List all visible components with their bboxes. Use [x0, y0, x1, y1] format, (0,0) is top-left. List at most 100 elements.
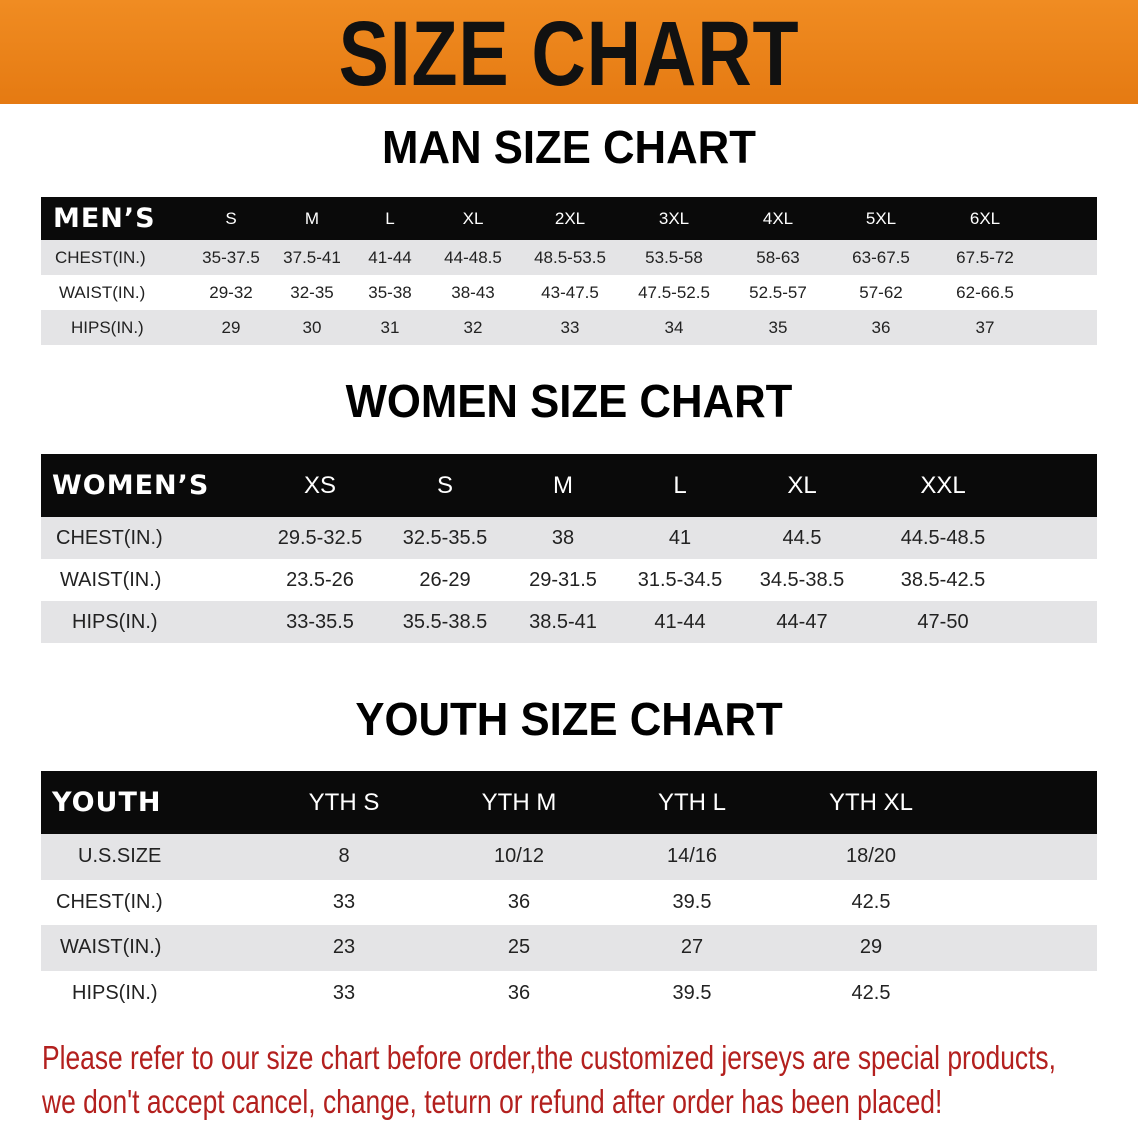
table-cell: 29.5-32.5: [277, 526, 363, 549]
table-cell: 41-44: [368, 247, 412, 267]
table-cell: 27: [680, 936, 704, 959]
table-cell: 39.5: [672, 890, 712, 913]
row-label: HIPS(IN.): [72, 610, 158, 633]
table-cell: 29-32: [209, 282, 253, 302]
table-cell: 44-47: [776, 610, 828, 633]
size-column-header: 6XL: [969, 208, 1001, 228]
table-cell: 42.5: [851, 981, 891, 1004]
order-notice: Please refer to our size chart before or…: [42, 1036, 1138, 1124]
table-cell: 33-35.5: [286, 610, 354, 633]
table-cell: 44.5-48.5: [900, 526, 986, 549]
table-cell: 41-44: [654, 610, 706, 633]
size-column-header: YTH XL: [828, 788, 914, 816]
banner: SIZE CHART: [0, 0, 1138, 105]
table-cell: 37: [975, 317, 995, 337]
women-header-row: WOMEN’S XS S M L XL XXL: [41, 454, 1097, 517]
table-cell: 32-35: [290, 282, 334, 302]
table-cell: 39.5: [672, 981, 712, 1004]
size-column-header: M: [304, 208, 320, 228]
youth-section-title: YOUTH SIZE CHART: [355, 693, 783, 745]
row-label: HIPS(IN.): [72, 981, 158, 1004]
youth-header-row: YOUTH YTH S YTH M YTH L YTH XL: [41, 771, 1097, 834]
table-cell: 67.5-72: [956, 247, 1014, 267]
youth-header-label: YOUTH: [52, 787, 162, 818]
table-cell: 18/20: [845, 845, 897, 868]
table-cell: 38-43: [451, 282, 495, 302]
row-label: CHEST(IN.): [55, 247, 146, 267]
table-cell: 62-66.5: [956, 282, 1014, 302]
table-cell: 30: [302, 317, 322, 337]
table-cell: 38.5-41: [529, 610, 597, 633]
table-cell: 31: [380, 317, 400, 337]
table-cell: 36: [871, 317, 891, 337]
table-cell: 35-38: [368, 282, 412, 302]
notice-line-1: Please refer to our size chart before or…: [42, 1039, 1056, 1076]
table-cell: 29: [859, 936, 883, 959]
table-cell: 32: [463, 317, 483, 337]
table-row: WAIST(IN.) 23 25 27 29: [41, 925, 1097, 971]
size-column-header: 5XL: [865, 208, 897, 228]
table-cell: 29: [221, 317, 241, 337]
table-cell: 63-67.5: [852, 247, 910, 267]
table-cell: 53.5-58: [645, 247, 703, 267]
size-column-header: XL: [462, 208, 484, 228]
men-section-title: MAN SIZE CHART: [382, 121, 756, 173]
size-column-header: 4XL: [762, 208, 794, 228]
table-row: U.S.SIZE 8 10/12 14/16 18/20: [41, 834, 1097, 880]
size-column-header: L: [385, 208, 395, 228]
size-column-header: 3XL: [658, 208, 690, 228]
men-size-table: MEN’S S M L XL 2XL 3XL 4XL 5XL 6XL CHEST(IN.) 35-37…: [41, 197, 1097, 345]
table-cell: 8: [338, 845, 350, 868]
size-column-header: XL: [787, 471, 817, 499]
table-cell: 35: [768, 317, 788, 337]
table-cell: 36: [507, 981, 531, 1004]
men-header-row: MEN’S S M L XL 2XL 3XL 4XL 5XL 6XL: [41, 197, 1097, 240]
notice-line-2: we don't accept cancel, change, teturn o…: [42, 1083, 943, 1120]
men-header-label: MEN’S: [53, 203, 156, 234]
row-label: WAIST(IN.): [59, 282, 146, 302]
table-cell: 42.5: [851, 890, 891, 913]
youth-size-table: YOUTH YTH S YTH M YTH L YTH XL U.S.SIZE 8 10/12…: [41, 771, 1097, 1016]
table-cell: 26-29: [419, 568, 471, 591]
size-column-header: 2XL: [554, 208, 586, 228]
table-cell: 43-47.5: [541, 282, 599, 302]
table-cell: 58-63: [756, 247, 800, 267]
table-cell: 52.5-57: [749, 282, 807, 302]
table-cell: 48.5-53.5: [534, 247, 606, 267]
table-cell: 37.5-41: [283, 247, 341, 267]
table-cell: 44-48.5: [444, 247, 502, 267]
size-column-header: YTH M: [481, 788, 557, 816]
table-cell: 57-62: [859, 282, 903, 302]
size-column-header: YTH S: [308, 788, 380, 816]
table-cell: 38.5-42.5: [900, 568, 986, 591]
table-cell: 33: [332, 981, 356, 1004]
table-row: HIPS(IN.) 33-35.5 35.5-38.5 38.5-41 41-44 44-…: [41, 601, 1097, 643]
size-column-header: S: [436, 471, 454, 499]
table-cell: 35-37.5: [202, 247, 260, 267]
women-section-title: WOMEN SIZE CHART: [345, 375, 793, 427]
women-header-label: WOMEN’S: [52, 470, 210, 501]
table-cell: 38: [551, 526, 575, 549]
table-cell: 34: [664, 317, 684, 337]
table-cell: 25: [507, 936, 531, 959]
table-cell: 47.5-52.5: [638, 282, 710, 302]
table-row: HIPS(IN.) 29 30 31 32 33 34 35 36 37: [41, 310, 1097, 345]
table-row: WAIST(IN.) 29-32 32-35 35-38 38-43 43-47.5 47.…: [41, 275, 1097, 310]
row-label: U.S.SIZE: [78, 845, 162, 868]
table-row: CHEST(IN.) 29.5-32.5 32.5-35.5 38 41 44.5 44.5…: [41, 517, 1097, 559]
banner-title: SIZE CHART: [338, 3, 800, 105]
table-cell: 36: [507, 890, 531, 913]
size-column-header: M: [553, 471, 573, 499]
table-cell: 32.5-35.5: [402, 526, 488, 549]
table-row: CHEST(IN.) 35-37.5 37.5-41 41-44 44-48.5 48.5…: [41, 240, 1097, 275]
size-column-header: XXL: [920, 471, 966, 499]
table-cell: 34.5-38.5: [759, 568, 845, 591]
row-label: HIPS(IN.): [71, 317, 144, 337]
table-cell: 14/16: [666, 845, 718, 868]
table-row: HIPS(IN.) 33 36 39.5 42.5: [41, 971, 1097, 1017]
size-column-header: L: [673, 471, 687, 499]
women-size-table: WOMEN’S XS S M L XL XXL CHEST(IN.) 29.5-32.5 32.5…: [41, 454, 1097, 643]
table-cell: 33: [560, 317, 580, 337]
table-cell: 41: [668, 526, 692, 549]
size-column-header: S: [225, 208, 237, 228]
